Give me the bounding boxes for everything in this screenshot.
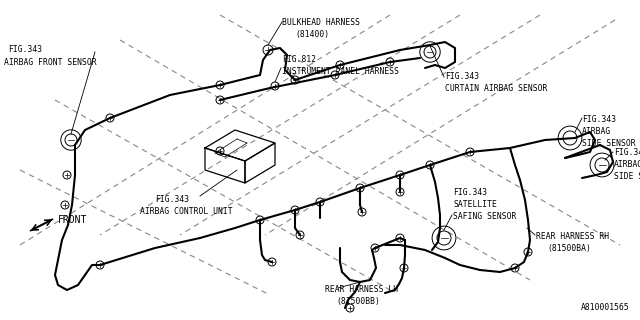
Text: FIG.343: FIG.343 [614,148,640,157]
Text: FIG.812: FIG.812 [282,55,316,64]
Text: AIRBAG CONTROL UNIT: AIRBAG CONTROL UNIT [140,207,232,216]
Text: SIDE SENSOR: SIDE SENSOR [582,139,636,148]
Text: FIG.343: FIG.343 [155,195,189,204]
Text: FIG.343: FIG.343 [445,72,479,81]
Text: BULKHEAD HARNESS: BULKHEAD HARNESS [282,18,360,27]
Text: (81500BB): (81500BB) [336,297,380,306]
Text: (81400): (81400) [295,30,329,39]
Text: SIDE SENSOR: SIDE SENSOR [614,172,640,181]
Text: INSTRUMENT PANEL HARNESS: INSTRUMENT PANEL HARNESS [282,67,399,76]
Text: FIG.343: FIG.343 [582,115,616,124]
Text: FIG.343: FIG.343 [8,45,42,54]
Text: AIRBAG: AIRBAG [614,160,640,169]
Text: FIG.343: FIG.343 [453,188,487,197]
Text: REAR HARNESS LH: REAR HARNESS LH [325,285,398,294]
Text: (81500BA): (81500BA) [547,244,591,253]
Text: SAFING SENSOR: SAFING SENSOR [453,212,516,221]
Text: CURTAIN AIRBAG SENSOR: CURTAIN AIRBAG SENSOR [445,84,547,93]
Text: SATELLITE: SATELLITE [453,200,497,209]
Text: A810001565: A810001565 [581,303,630,312]
Text: AIRBAG FRONT SENSOR: AIRBAG FRONT SENSOR [4,58,97,67]
Text: REAR HARNESS RH: REAR HARNESS RH [536,232,609,241]
Text: FRONT: FRONT [58,215,88,225]
Text: AIRBAG: AIRBAG [582,127,611,136]
